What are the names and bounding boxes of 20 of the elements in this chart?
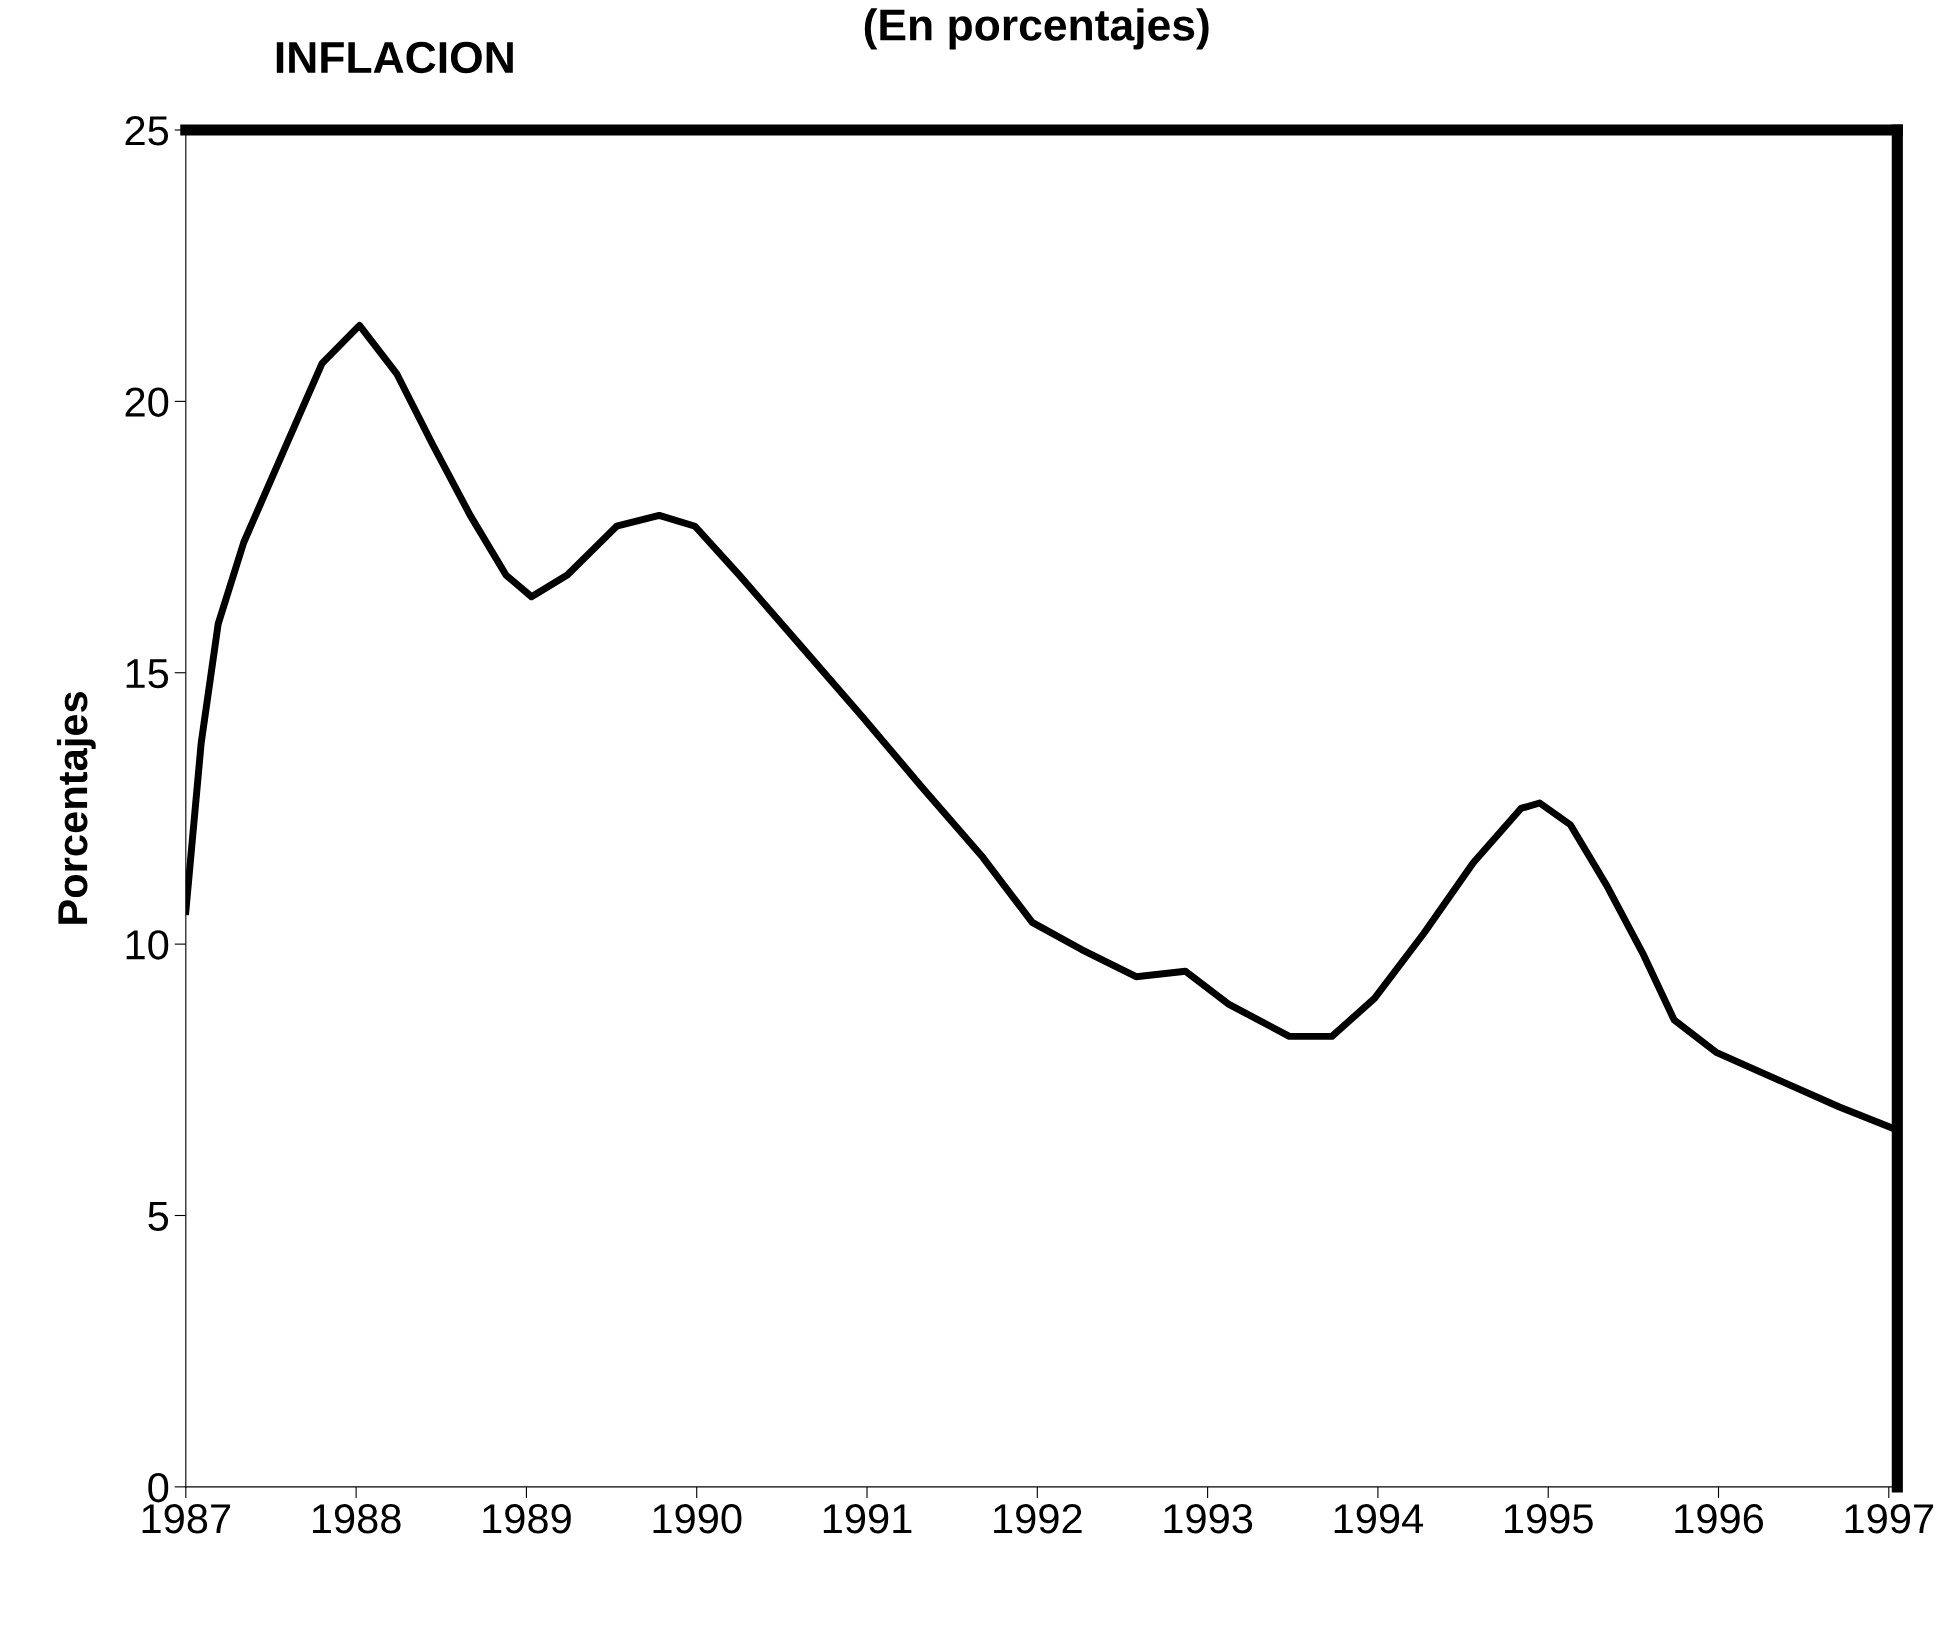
x-tick-label: 1996 bbox=[1675, 1503, 1764, 1534]
y-tick-label: 0 bbox=[148, 1472, 169, 1503]
x-tick-label: 1991 bbox=[823, 1503, 912, 1534]
x-tick-label: 1993 bbox=[1164, 1503, 1253, 1534]
x-tick-label: 1989 bbox=[483, 1503, 571, 1534]
y-tick-label: 25 bbox=[125, 116, 169, 146]
x-tick-label: 1990 bbox=[653, 1503, 742, 1534]
x-tick-label: 1992 bbox=[994, 1503, 1082, 1534]
x-tick-label: 1997 bbox=[1845, 1503, 1934, 1534]
x-tick-label: 1987 bbox=[142, 1503, 231, 1534]
y-tick-label: 20 bbox=[125, 387, 169, 417]
y-tick-label: 5 bbox=[148, 1201, 169, 1232]
x-tick-label: 1995 bbox=[1505, 1503, 1593, 1534]
y-tick-label: 10 bbox=[126, 930, 169, 960]
y-axis-title: Porcentajes bbox=[56, 692, 96, 924]
x-tick-label: 1988 bbox=[312, 1503, 401, 1534]
chart-title: INFLACION bbox=[276, 41, 513, 74]
x-tick-label: 1994 bbox=[1334, 1503, 1424, 1534]
y-tick-label: 15 bbox=[126, 659, 169, 689]
chart-subtitle: (En porcentajes) bbox=[864, 8, 1209, 50]
